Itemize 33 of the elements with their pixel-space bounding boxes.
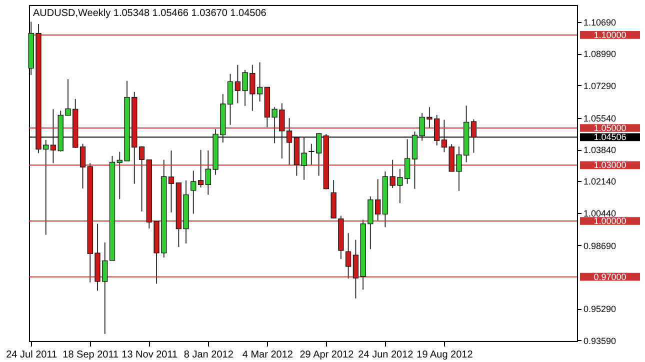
ref-line-label: 0.97000 [594, 272, 626, 282]
ref-line-label: 1.05000 [594, 122, 626, 133]
y-tick-label: 1.10690 [584, 18, 616, 28]
y-tick-label: 0.93590 [584, 336, 616, 346]
candlestick [227, 73, 234, 126]
x-tick-label: 18 Sep 2011 [62, 350, 120, 360]
y-tick-label: 1.07290 [584, 80, 616, 91]
y-tick-label: 0.95290 [584, 304, 616, 314]
x-tick-label: 24 Jul 2011 [6, 350, 58, 360]
candlestick [138, 146, 145, 212]
candlestick [190, 170, 196, 214]
y-tick-label: 1.03840 [584, 145, 616, 156]
y-tick-label: 1.08990 [584, 49, 616, 60]
x-tick-label: 24 Jun 2012 [358, 350, 414, 360]
y-tick-label: 1.00440 [584, 208, 616, 218]
ref-line-label: 1.00000 [594, 216, 626, 226]
x-tick-label: 19 Aug 2012 [416, 350, 474, 360]
candlestick [346, 232, 352, 279]
candlestick [80, 143, 86, 189]
ref-line-label: 1.10000 [594, 30, 626, 40]
candlestick [168, 150, 174, 213]
ref-line-label: 1.03000 [594, 160, 626, 170]
y-tick-label: 1.05540 [584, 113, 616, 124]
x-tick-label: 4 Mar 2012 [242, 350, 294, 360]
ref-line-label: 1.04506 [594, 132, 626, 142]
x-tick-label: 8 Jan 2012 [184, 350, 234, 360]
candlestick [198, 149, 204, 188]
y-tick-label: 1.02140 [584, 176, 616, 187]
chart-title: AUDUSD,Weekly 1.05348 1.05466 1.03670 1.04506 [33, 8, 267, 19]
y-tick-label: 0.98690 [584, 240, 616, 251]
candlestick [256, 62, 263, 102]
x-tick-label: 13 Nov 2011 [122, 350, 178, 360]
x-tick-label: 29 Apr 2012 [300, 350, 354, 360]
